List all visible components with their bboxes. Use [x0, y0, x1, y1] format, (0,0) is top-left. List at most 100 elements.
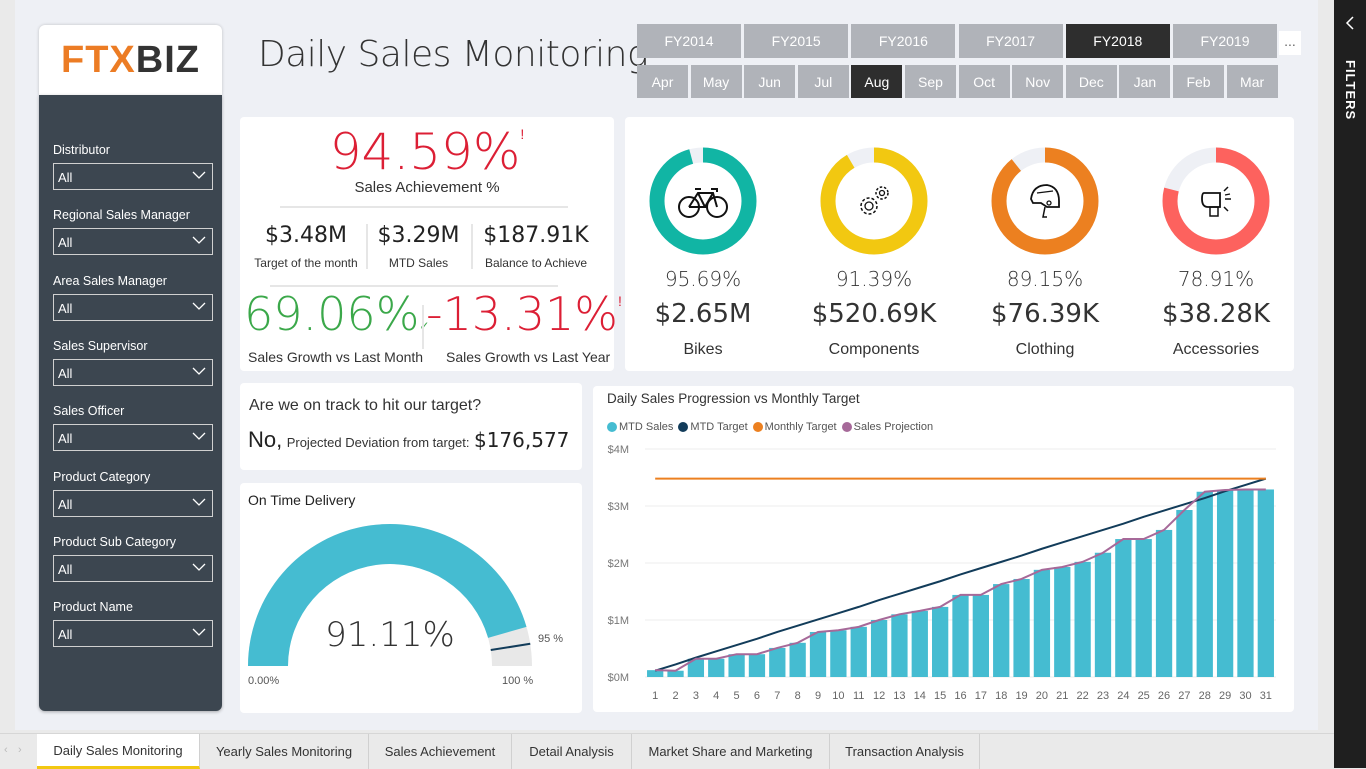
- bar-mtd-sales[interactable]: [993, 584, 1010, 677]
- fy-button-fy2019[interactable]: FY2019: [1173, 24, 1277, 58]
- filters-pane[interactable]: FILTERS: [1334, 0, 1366, 768]
- bar-mtd-sales[interactable]: [1155, 529, 1173, 677]
- bar-mtd-sales[interactable]: [952, 594, 969, 677]
- chevron-left-icon[interactable]: [1343, 16, 1357, 30]
- slicer-label: Product Name: [53, 600, 133, 615]
- bar-mtd-sales[interactable]: [972, 594, 989, 677]
- month-button-feb[interactable]: Feb: [1173, 65, 1224, 98]
- month-button-sep[interactable]: Sep: [905, 65, 956, 98]
- slicer-dropdown[interactable]: All: [53, 620, 213, 648]
- bar-mtd-sales[interactable]: [1237, 489, 1254, 677]
- bar-mtd-sales[interactable]: [1054, 566, 1071, 677]
- category-stats-clothing: 89.15% $76.39K Clothing: [965, 267, 1125, 359]
- slicer-dropdown[interactable]: All: [53, 358, 213, 386]
- donut-accessories: [1162, 147, 1270, 255]
- chart-legend: MTD Sales MTD Target Monthly Target Sales P…: [607, 419, 938, 437]
- bar-mtd-sales[interactable]: [911, 610, 928, 677]
- bar-mtd-sales[interactable]: [1115, 539, 1132, 677]
- chevron-down-icon: [192, 563, 206, 571]
- line-mtd-target[interactable]: [654, 477, 1267, 672]
- on-track-answer: No,: [248, 427, 283, 452]
- bar-mtd-sales[interactable]: [891, 614, 908, 677]
- month-button-apr[interactable]: Apr: [637, 65, 688, 98]
- x-tick-label: 28: [1199, 690, 1211, 702]
- slicer-dropdown[interactable]: All: [53, 424, 213, 452]
- slicer-value: All: [58, 235, 73, 251]
- bar-mtd-sales[interactable]: [809, 631, 827, 677]
- tab-sales-achievement[interactable]: Sales Achievement: [369, 734, 512, 769]
- slicer-dropdown[interactable]: All: [53, 163, 213, 190]
- chart-title: Daily Sales Progression vs Monthly Targe…: [607, 391, 860, 406]
- month-button-jul[interactable]: Jul: [797, 65, 849, 98]
- x-tick-label: 11: [853, 690, 864, 702]
- bar-mtd-sales[interactable]: [647, 670, 664, 677]
- legend-item[interactable]: MTD Target: [678, 421, 748, 433]
- bar-mtd-sales[interactable]: [932, 606, 949, 677]
- slicer-dropdown[interactable]: All: [53, 293, 213, 321]
- x-tick-label: 3: [693, 690, 699, 702]
- bar-mtd-sales[interactable]: [1176, 509, 1193, 677]
- fy-button-fy2014[interactable]: FY2014: [637, 24, 741, 58]
- divider: [366, 224, 368, 269]
- bar-mtd-sales[interactable]: [667, 670, 684, 677]
- target-month-label: Target of the month: [254, 256, 358, 270]
- legend-item[interactable]: MTD Sales: [607, 421, 673, 433]
- bar-mtd-sales[interactable]: [870, 620, 888, 677]
- bar-mtd-sales[interactable]: [1094, 552, 1112, 677]
- bar-mtd-sales[interactable]: [789, 642, 806, 677]
- bar-mtd-sales[interactable]: [1257, 489, 1274, 677]
- bar-mtd-sales[interactable]: [687, 658, 705, 677]
- fy-button-fy2015[interactable]: FY2015: [744, 24, 849, 58]
- tab-yearly-sales-monitoring[interactable]: Yearly Sales Monitoring: [200, 734, 369, 769]
- slicer-dropdown[interactable]: All: [53, 489, 213, 517]
- month-button-aug[interactable]: Aug: [851, 65, 903, 98]
- bar-mtd-sales[interactable]: [728, 654, 745, 677]
- month-button-may[interactable]: May: [690, 65, 742, 98]
- fy-button-fy2017[interactable]: FY2017: [958, 24, 1063, 58]
- line-sales-projection[interactable]: [655, 488, 1266, 672]
- tab-daily-sales-monitoring[interactable]: Daily Sales Monitoring: [37, 734, 200, 769]
- bar-mtd-sales[interactable]: [1013, 578, 1030, 677]
- category-percent: 91.39%: [835, 267, 913, 291]
- month-button-jan[interactable]: Jan: [1119, 65, 1171, 98]
- legend-item[interactable]: Sales Projection: [841, 421, 933, 433]
- tab-market-share-and-marketing[interactable]: Market Share and Marketing: [632, 734, 830, 769]
- bar-mtd-sales[interactable]: [1216, 490, 1234, 677]
- y-tick-label: $4M: [608, 444, 629, 456]
- category-percent: 89.15%: [1006, 267, 1084, 291]
- check-icon: ✓: [419, 319, 430, 333]
- fy-button-fy2016[interactable]: FY2016: [851, 24, 956, 58]
- x-tick-label: 9: [815, 690, 821, 702]
- bar-mtd-sales[interactable]: [830, 630, 847, 677]
- month-button-dec[interactable]: Dec: [1065, 65, 1117, 98]
- bar-mtd-sales[interactable]: [748, 654, 766, 677]
- logo-ftx: FTX: [61, 38, 136, 81]
- bar-mtd-sales[interactable]: [769, 647, 786, 677]
- tab-transaction-analysis[interactable]: Transaction Analysis: [830, 734, 980, 769]
- legend-item[interactable]: Monthly Target: [752, 421, 837, 433]
- more-options-button[interactable]: ...: [1279, 31, 1301, 55]
- tab-prev-icon[interactable]: ‹: [4, 744, 8, 756]
- month-button-mar[interactable]: Mar: [1226, 65, 1278, 98]
- deviation-label: Projected Deviation from target:: [286, 435, 470, 450]
- month-button-jun[interactable]: Jun: [744, 65, 796, 98]
- logo: FTX BIZ: [39, 25, 222, 95]
- bar-mtd-sales[interactable]: [1135, 539, 1152, 677]
- gauge-max-label: 100 %: [502, 675, 534, 687]
- bar-mtd-sales[interactable]: [1196, 491, 1213, 677]
- month-button-oct[interactable]: Oct: [958, 65, 1010, 98]
- tab-detail-analysis[interactable]: Detail Analysis: [512, 734, 632, 769]
- bar-mtd-sales[interactable]: [1033, 569, 1051, 677]
- slicer-dropdown[interactable]: All: [53, 228, 213, 256]
- fy-button-fy2018[interactable]: FY2018: [1065, 24, 1170, 58]
- gauge-fill: [248, 524, 527, 666]
- x-tick-label: 30: [1239, 690, 1251, 702]
- bar-mtd-sales[interactable]: [1074, 561, 1091, 677]
- month-button-nov[interactable]: Nov: [1012, 65, 1064, 98]
- bar-mtd-sales[interactable]: [708, 658, 725, 677]
- slicer-dropdown[interactable]: All: [53, 554, 213, 582]
- tab-next-icon[interactable]: ›: [18, 744, 22, 756]
- x-tick-label: 6: [754, 690, 760, 702]
- donut-bikes: [649, 147, 757, 255]
- bar-mtd-sales[interactable]: [850, 626, 867, 677]
